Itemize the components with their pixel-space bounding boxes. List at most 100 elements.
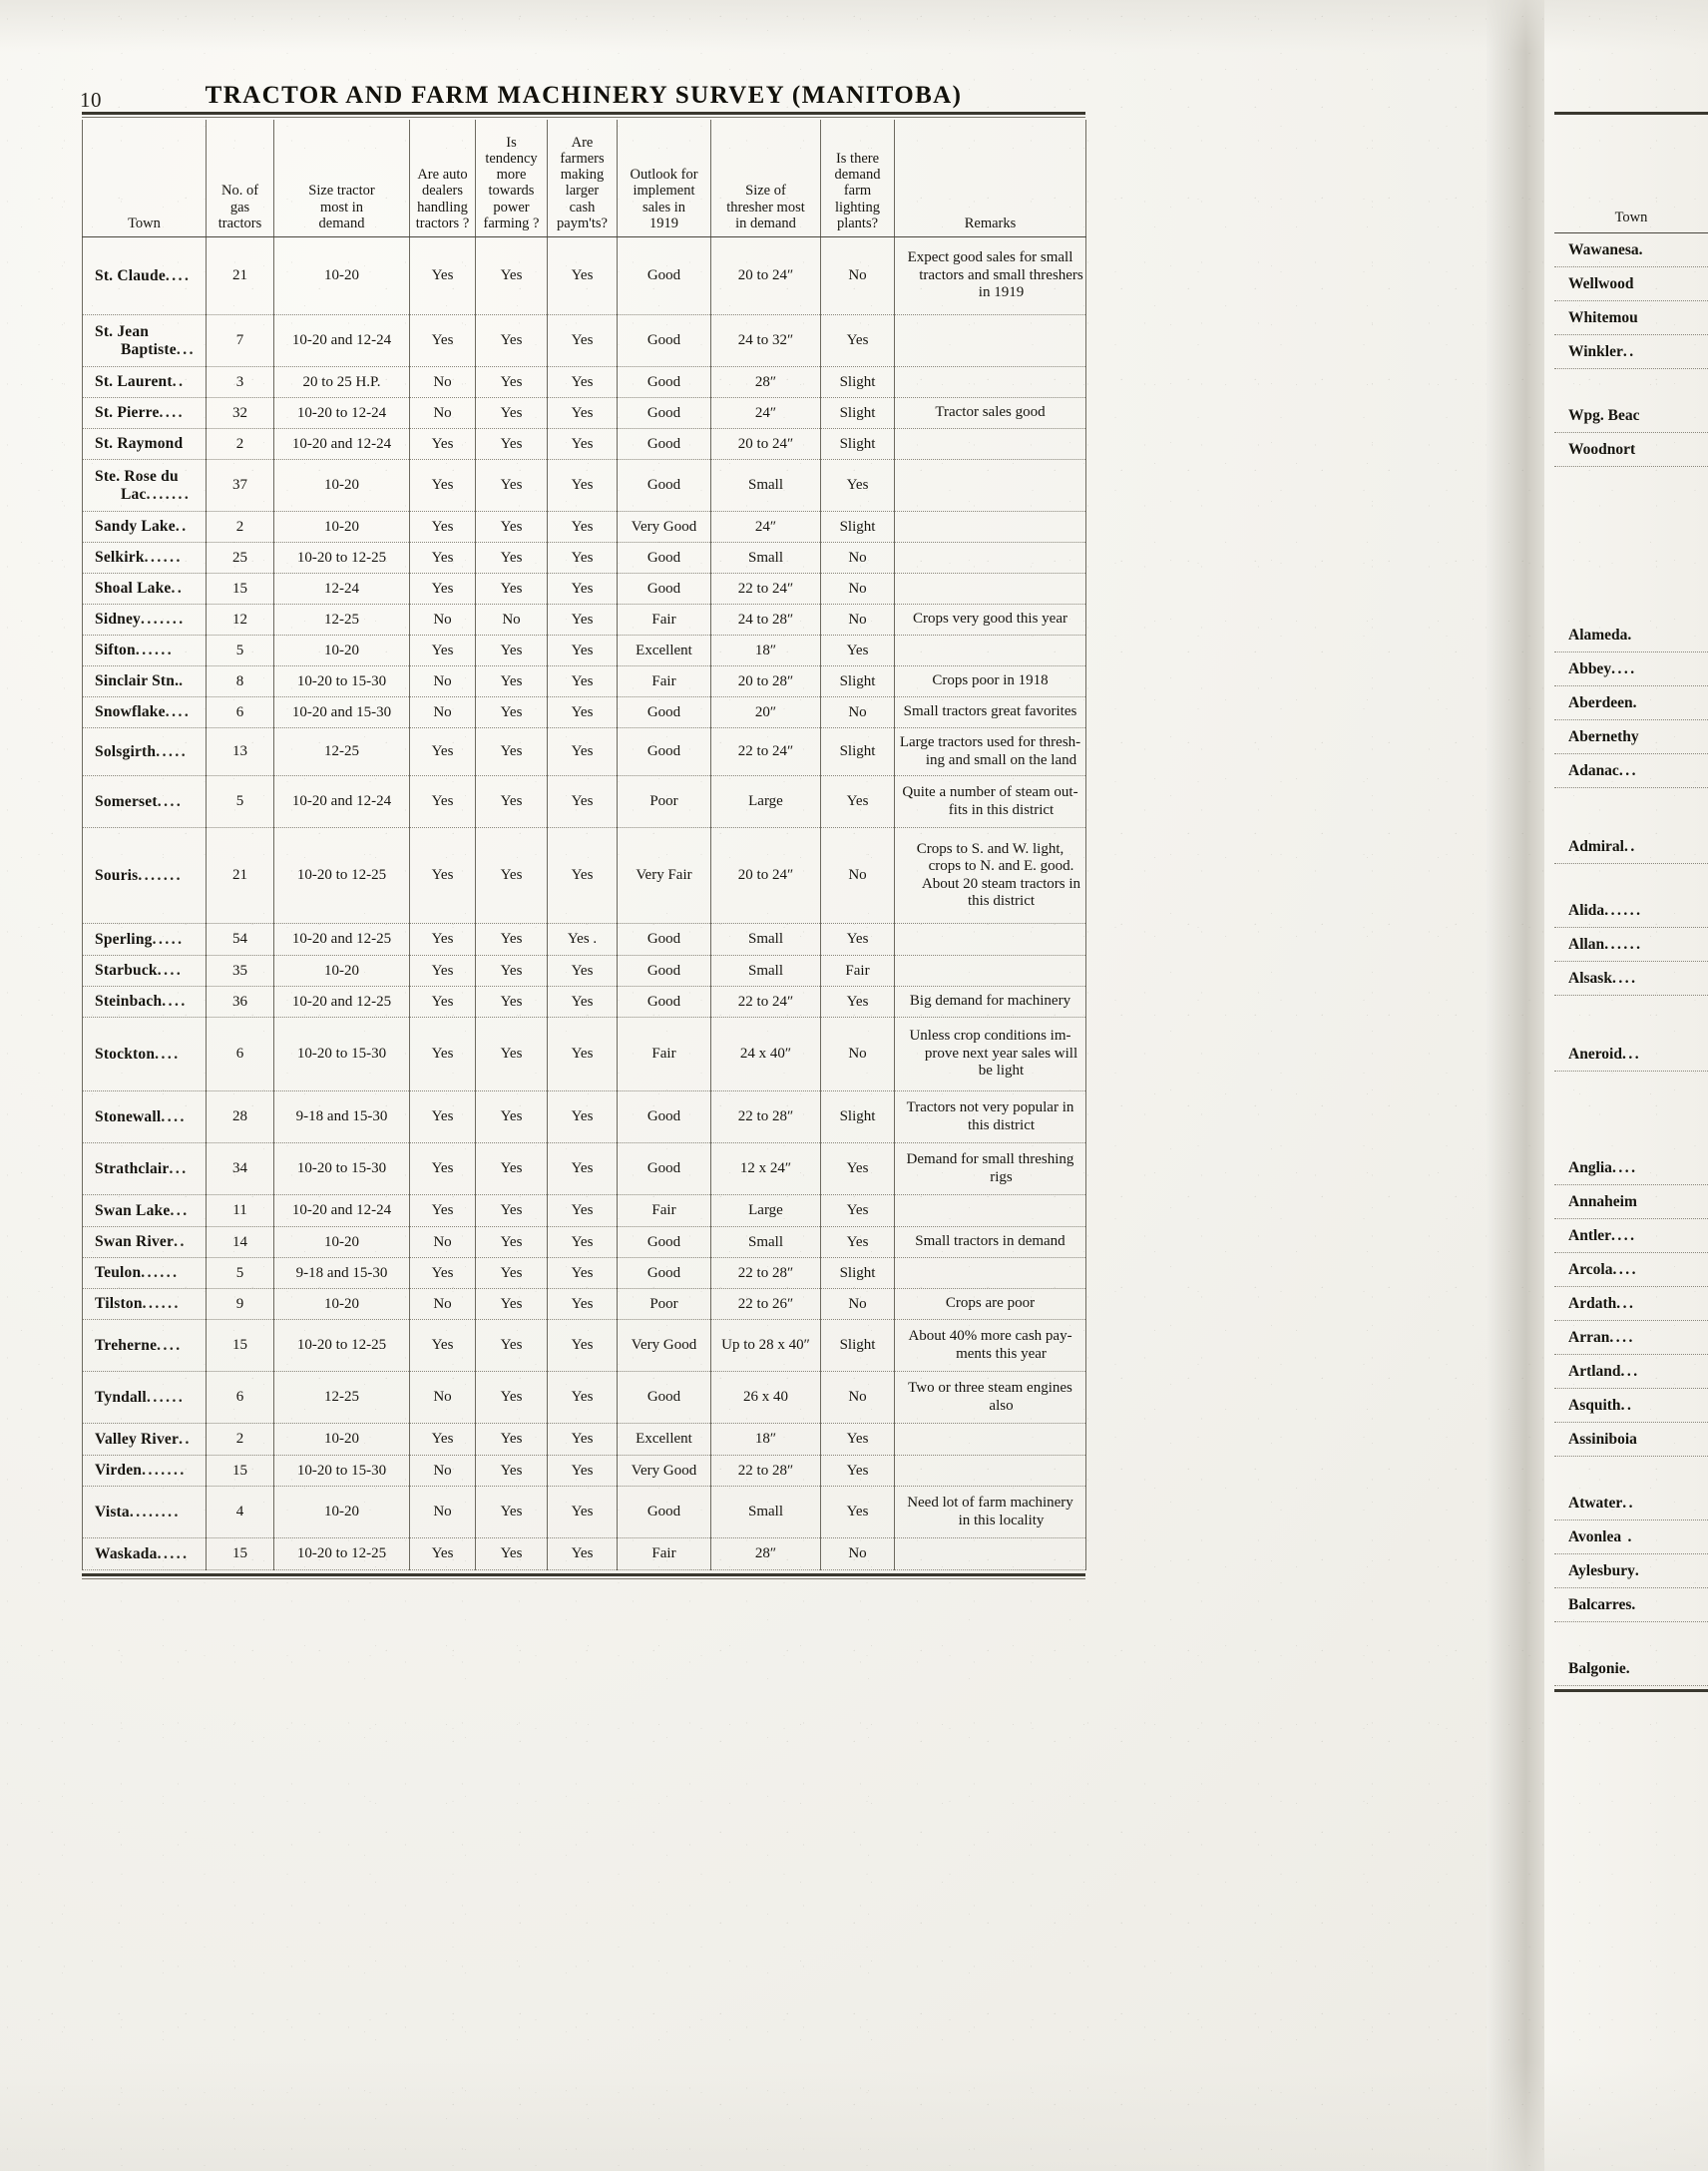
- side-table-row[interactable]: Whitemou: [1554, 300, 1708, 335]
- side-table-row[interactable]: Woodnort: [1554, 432, 1708, 467]
- table-row[interactable]: Sandy Lake.. 2 10-20 Yes Yes Yes Very Good 24″ S…: [82, 511, 1086, 543]
- table-row[interactable]: Somerset.... 5 10-20 and 12-24 Yes Yes Yes Poo…: [82, 775, 1086, 828]
- table-row[interactable]: Souris....... 21 10-20 to 12-25 Yes Yes Yes Ve…: [82, 827, 1086, 924]
- side-table-row[interactable]: Abernethy: [1554, 719, 1708, 754]
- side-table-row[interactable]: Adanac...: [1554, 753, 1708, 788]
- side-table-row[interactable]: Wawanesa.: [1554, 232, 1708, 267]
- cell-remarks: Demand for small threshing rigs: [894, 1142, 1086, 1195]
- table-row[interactable]: Sinclair Stn.. 8 10-20 to 15-30 No Yes Yes Fai…: [82, 665, 1086, 697]
- side-table-row[interactable]: Avonlea .: [1554, 1520, 1708, 1554]
- side-town-name: Wawanesa: [1568, 240, 1639, 258]
- side-table-row[interactable]: Alameda.: [1554, 619, 1708, 652]
- cell-size-tractor: 10-20: [273, 1423, 410, 1456]
- side-town-name: Balcarres: [1568, 1595, 1632, 1613]
- table-row[interactable]: Starbuck.... 35 10-20 Yes Yes Yes Good Small Fai…: [82, 955, 1086, 987]
- side-table-row[interactable]: Assiniboia: [1554, 1422, 1708, 1457]
- side-table-row[interactable]: Artland...: [1554, 1354, 1708, 1389]
- side-spacer-row: [1554, 788, 1708, 831]
- side-table-row[interactable]: Aberdeen.: [1554, 685, 1708, 720]
- remarks-line: Quite a number of steam out-: [902, 784, 1078, 801]
- cell-town: Sifton......: [82, 635, 207, 666]
- table-row[interactable]: Swan Lake... 11 10-20 and 12-24 Yes Yes Yes Fa…: [82, 1194, 1086, 1227]
- header-line: 1919: [649, 215, 678, 231]
- col-header-size-tractor: Size tractor most in demand: [273, 120, 410, 237]
- side-table-row[interactable]: Anglia....: [1554, 1151, 1708, 1185]
- side-table-row[interactable]: Allan......: [1554, 927, 1708, 962]
- side-table-row[interactable]: Arran....: [1554, 1320, 1708, 1355]
- table-row[interactable]: St. Claude.... 21 10-20 Yes Yes Yes Good 20 to …: [82, 236, 1086, 315]
- table-row[interactable]: Vista........ 4 10-20 No Yes Yes Good Small Yes N…: [82, 1486, 1086, 1538]
- town-name: Swan Lake: [95, 1201, 171, 1219]
- cell-town: St. Pierre....: [82, 397, 207, 429]
- table-row[interactable]: Sidney....... 12 12-25 No No Yes Fair 24 to 28″…: [82, 604, 1086, 636]
- side-table-row[interactable]: Wpg. Beac: [1554, 399, 1708, 433]
- side-table-row[interactable]: Alida......: [1554, 894, 1708, 928]
- table-row[interactable]: Tyndall...... 6 12-25 No Yes Yes Good 26 x 40 No…: [82, 1371, 1086, 1424]
- side-table-row[interactable]: Atwater..: [1554, 1487, 1708, 1520]
- cell-town: Teulon......: [82, 1257, 207, 1289]
- side-table-row[interactable]: Wellwood: [1554, 266, 1708, 301]
- side-table-row[interactable]: Balcarres.: [1554, 1587, 1708, 1622]
- table-row[interactable]: Valley River.. 2 10-20 Yes Yes Yes Excellent 18…: [82, 1423, 1086, 1456]
- table-row[interactable]: Stonewall.... 28 9-18 and 15-30 Yes Yes Yes Go…: [82, 1090, 1086, 1143]
- cell-town: Treherne....: [82, 1319, 207, 1372]
- leader-dots: ...: [1618, 761, 1638, 779]
- table-row[interactable]: Ste. Rose du Lac....... 37 10-20 Yes Yes Yes Go…: [82, 459, 1086, 512]
- cell-auto-dealers: Yes: [409, 986, 476, 1018]
- cell-remarks: [894, 428, 1086, 460]
- side-table-row[interactable]: Abbey....: [1554, 651, 1708, 686]
- side-table-row[interactable]: Antler....: [1554, 1218, 1708, 1253]
- table-row[interactable]: Snowflake.... 6 10-20 and 15-30 No Yes Yes Goo…: [82, 696, 1086, 728]
- side-table-row[interactable]: Annaheim: [1554, 1184, 1708, 1219]
- table-row[interactable]: Sperling..... 54 10-20 and 12-25 Yes Yes Yes …: [82, 923, 1086, 956]
- table-row[interactable]: Tilston...... 9 10-20 No Yes Yes Poor 22 to 26″…: [82, 1288, 1086, 1320]
- cell-lighting-plants: Yes: [820, 986, 895, 1018]
- table-row[interactable]: Treherne.... 15 10-20 to 12-25 Yes Yes Yes Ver…: [82, 1319, 1086, 1372]
- table-row[interactable]: Waskada..... 15 10-20 to 12-25 Yes Yes Yes Fai…: [82, 1537, 1086, 1570]
- town-name: Selkirk: [95, 549, 145, 566]
- remarks-line: ing and small on the land: [925, 751, 1077, 768]
- cell-lighting-plants: Fair: [820, 955, 895, 987]
- cell-size-tractor: 10-20 to 15-30: [273, 665, 410, 697]
- table-row[interactable]: Steinbach.... 36 10-20 and 12-25 Yes Yes Yes G…: [82, 986, 1086, 1018]
- side-table-row[interactable]: Winkler..: [1554, 334, 1708, 369]
- side-table-row[interactable]: Balgonie.: [1554, 1652, 1708, 1686]
- side-table-row[interactable]: Aneroid...: [1554, 1038, 1708, 1072]
- side-table-row[interactable]: Admiral..: [1554, 830, 1708, 864]
- header-line: more: [496, 167, 527, 184]
- cell-auto-dealers: Yes: [409, 827, 476, 924]
- remarks-line: tractors and small threshers: [919, 266, 1083, 283]
- side-town-name: Ardath: [1568, 1294, 1617, 1312]
- cell-remarks: Need lot of farm machinery in this locali…: [894, 1486, 1086, 1538]
- table-row[interactable]: St. Pierre.... 32 10-20 to 12-24 No Yes Yes Go…: [82, 397, 1086, 429]
- cell-cash-payments: Yes: [547, 397, 618, 429]
- table-row[interactable]: St. Raymond 2 10-20 and 12-24 Yes Yes Yes Good…: [82, 428, 1086, 460]
- side-table-row[interactable]: Arcola....: [1554, 1252, 1708, 1287]
- table-row[interactable]: Sifton...... 5 10-20 Yes Yes Yes Excellent 18″ Y…: [82, 635, 1086, 666]
- cell-town: St. Claude....: [82, 236, 207, 315]
- table-row[interactable]: St. Jean Baptiste... 7 10-20 and 12-24 Yes Ye…: [82, 314, 1086, 367]
- side-table-row[interactable]: Asquith..: [1554, 1388, 1708, 1423]
- table-row[interactable]: Shoal Lake.. 15 12-24 Yes Yes Yes Good 22 to 24…: [82, 573, 1086, 605]
- table-row[interactable]: Virden....... 15 10-20 to 15-30 No Yes Yes Ver…: [82, 1455, 1086, 1487]
- header-line: Size tractor: [308, 183, 375, 200]
- cell-outlook-1919: Good: [617, 366, 711, 398]
- leader-dots: .......: [141, 611, 186, 628]
- side-table-row[interactable]: Ardath...: [1554, 1286, 1708, 1321]
- survey-table: Town No. of gas tractors Size tractor most …: [82, 120, 1086, 1570]
- table-row[interactable]: Strathclair... 34 10-20 to 15-30 Yes Yes Yes G…: [82, 1142, 1086, 1195]
- header-line: implement: [633, 183, 695, 200]
- table-row[interactable]: Teulon...... 5 9-18 and 15-30 Yes Yes Yes Good…: [82, 1257, 1086, 1289]
- cell-cash-payments: Yes: [547, 428, 618, 460]
- table-row[interactable]: Selkirk...... 25 10-20 to 12-25 Yes Yes Yes Go…: [82, 542, 1086, 574]
- table-row[interactable]: St. Laurent.. 3 20 to 25 H.P. No Yes Yes Good 2…: [82, 366, 1086, 398]
- cell-size-tractor: 20 to 25 H.P.: [273, 366, 410, 398]
- side-table-row[interactable]: Aylesbury.: [1554, 1553, 1708, 1588]
- table-row[interactable]: Solsgirth..... 13 12-25 Yes Yes Yes Good 22 to …: [82, 727, 1086, 776]
- side-table-row[interactable]: Alsask....: [1554, 961, 1708, 996]
- town-name: Swan River: [95, 1233, 175, 1250]
- table-row[interactable]: Swan River.. 14 10-20 No Yes Yes Good Small Yes S…: [82, 1226, 1086, 1258]
- cell-no-gas-tractors: 21: [206, 827, 274, 924]
- table-row[interactable]: Stockton.... 6 10-20 to 15-30 Yes Yes Yes Fair…: [82, 1017, 1086, 1091]
- town-name: Virden: [95, 1462, 143, 1479]
